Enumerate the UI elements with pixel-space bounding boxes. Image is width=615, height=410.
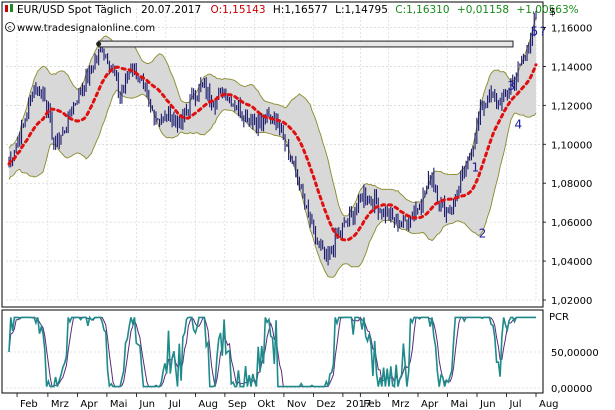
oscillator-main: [8, 315, 536, 388]
x-tick-label: Mai: [110, 399, 128, 410]
svg-text:EUR/USD Spot Täglich 20.: EUR/USD Spot Täglich 20.07.2017 O:1,1514…: [17, 4, 579, 16]
wave-label: 5: [531, 24, 539, 38]
wave-labels: 1 2 3 4 5?: [471, 24, 545, 240]
change-percent: +1,00563%: [516, 4, 578, 16]
high-value: H:1,16577: [273, 4, 328, 16]
x-tick-label: Feb: [20, 399, 38, 410]
price-tick-label: 1,02000: [551, 296, 592, 307]
price-tick-label: 1,04000: [551, 257, 592, 268]
x-tick-label: Jun: [138, 399, 155, 410]
open-value: O:1,15143: [211, 4, 266, 16]
price-tick-label: 1,10000: [551, 140, 592, 151]
x-tick-label: Apr: [80, 399, 98, 410]
wave-label: 1: [471, 161, 479, 175]
wave-label: ?: [540, 24, 546, 38]
lower-band: [8, 89, 537, 278]
symbol-title: EUR/USD Spot Täglich: [17, 4, 132, 16]
x-tick-label: Nov: [287, 399, 307, 410]
x-tick-label: Apr: [421, 399, 439, 410]
x-tick-label: Jul: [508, 399, 521, 410]
oscillator-label: PCR: [549, 312, 569, 323]
x-tick-label: Sep: [228, 399, 247, 410]
x-tick-label: Feb: [363, 399, 381, 410]
x-tick-label: Aug: [198, 399, 218, 410]
wave-label: 4: [514, 118, 522, 132]
oscillator-y-axis: 50,00000 0,00000: [551, 348, 599, 395]
price-tick-label: 1,08000: [551, 179, 592, 190]
price-tick-label: 1,06000: [551, 218, 592, 229]
price-tick-label: 1,16000: [551, 23, 592, 34]
watermark-url: www.tradesignalonline.com: [17, 23, 155, 34]
moving-average-dots: [7, 63, 538, 242]
x-tick-label: 2017: [346, 399, 371, 410]
copyright-icon: c: [5, 22, 15, 32]
x-tick-label: Jul: [168, 399, 181, 410]
x-tick-label: Mai: [450, 399, 468, 410]
oscillator-tick-label: 0,00000: [551, 384, 592, 395]
x-tick-label: Okt: [257, 399, 275, 410]
svg-text:c: c: [8, 24, 12, 32]
moving-average: [7, 63, 538, 242]
wave-label: 3: [507, 79, 515, 93]
upper-band: [8, 16, 537, 217]
oscillator-grid: [6, 351, 541, 389]
price-tick-label: 1,12000: [551, 101, 592, 112]
x-tick-label: Aug: [539, 399, 559, 410]
x-tick-label: Mrz: [391, 399, 409, 410]
price-tick-label: 1,14000: [551, 62, 592, 73]
oscillator-lines: [8, 315, 536, 388]
resistance-band: [96, 40, 514, 48]
price-y-axis: 1,16000 1,14000 1,12000 1,10000 1,08000 1,060…: [543, 23, 592, 307]
anchor-point: [96, 41, 102, 47]
x-axis: Feb Mrz Apr Mai Jun Jul Aug Sep Okt Nov Dez 2017Feb…: [16, 393, 559, 410]
price-panel-frame: [1, 1, 544, 308]
x-tick-label: Dez: [316, 399, 335, 410]
wave-label: 2: [479, 227, 487, 241]
change-value: +0,01158: [457, 4, 509, 16]
chart-header: EUR/USD Spot Täglich 20.07.2017 O:1,1514…: [5, 4, 579, 323]
oscillator-panel-frame: [1, 309, 544, 394]
currency-label: $: [549, 5, 556, 18]
resistance-rect: [98, 40, 514, 48]
x-tick-label: Mrz: [51, 399, 69, 410]
oscillator-tick-label: 50,00000: [551, 348, 599, 359]
quote-date: 20.07.2017: [141, 4, 201, 16]
x-tick-label: Jun: [479, 399, 496, 410]
close-value: C:1,16310: [395, 4, 449, 16]
chart-icon: [5, 4, 13, 12]
low-value: L:1,14795: [335, 4, 388, 16]
